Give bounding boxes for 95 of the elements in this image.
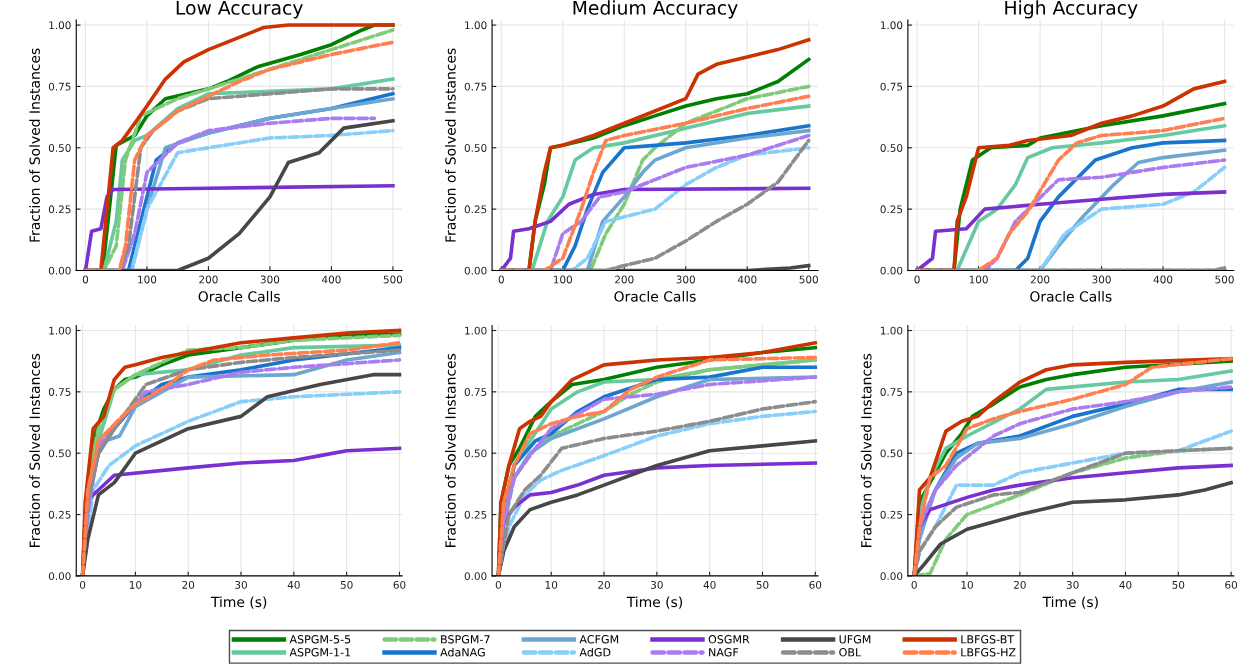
y-axis-title: Fraction of Solved Instances xyxy=(445,48,456,242)
y-tick-label: 0.00 xyxy=(464,572,487,581)
y-tick-label: 0.00 xyxy=(880,572,903,581)
x-tick-label: 20 xyxy=(1013,580,1026,589)
y-axis-title: Fraction of Solved Instances xyxy=(860,353,872,547)
y-axis-title: Fraction of Solved Instances xyxy=(29,353,40,547)
x-tick-label: 10 xyxy=(129,580,142,589)
legend-label: NAGF xyxy=(709,648,739,657)
y-tick-label: 0.00 xyxy=(880,266,903,275)
x-tick-label: 500 xyxy=(383,275,403,284)
legend-label: ASPGM-5-5 xyxy=(289,635,351,644)
x-tick-label: 300 xyxy=(1092,275,1111,284)
x-tick-label: 20 xyxy=(182,580,195,589)
legend-label: BSPGM-7 xyxy=(441,635,490,644)
y-tick-label: 0.25 xyxy=(880,205,903,214)
x-tick-label: 60 xyxy=(1225,580,1238,589)
x-tick-label: 0 xyxy=(914,275,920,284)
y-axis-title: Fraction of Solved Instances xyxy=(29,48,40,242)
chart-title: Medium Accuracy xyxy=(573,0,738,19)
legend-label: LBFGS-HZ xyxy=(961,648,1016,657)
x-tick-label: 50 xyxy=(1172,580,1185,589)
y-tick-label: 0.50 xyxy=(880,449,903,458)
legend-label: ASPGM-1-1 xyxy=(289,648,351,657)
x-tick-label: 500 xyxy=(1215,275,1234,284)
y-tick-label: 0.25 xyxy=(464,510,487,519)
x-tick-label: 30 xyxy=(651,580,663,589)
x-tick-label: 300 xyxy=(676,275,695,284)
x-tick-label: 0 xyxy=(911,580,917,589)
x-tick-label: 200 xyxy=(1030,275,1050,284)
x-axis-title: Time (s) xyxy=(210,596,267,609)
legend-label: OBL xyxy=(839,648,862,657)
x-axis-title: Oracle Calls xyxy=(614,290,696,302)
x-tick-label: 0 xyxy=(498,275,504,284)
legend-label: LBFGS-BT xyxy=(961,635,1015,644)
legend-label: ACFGM xyxy=(579,635,619,644)
y-tick-label: 1.00 xyxy=(465,21,487,30)
y-tick-label: 0.75 xyxy=(48,82,71,91)
x-tick-label: 200 xyxy=(615,275,634,284)
x-tick-label: 100 xyxy=(138,275,157,284)
x-tick-label: 50 xyxy=(340,580,353,589)
y-tick-label: 0.50 xyxy=(48,449,71,458)
x-tick-label: 40 xyxy=(703,580,716,589)
y-tick-label: 0.25 xyxy=(48,510,71,519)
x-axis-title: Time (s) xyxy=(1042,596,1098,609)
x-tick-label: 60 xyxy=(393,580,406,589)
x-tick-label: 0 xyxy=(495,580,502,589)
x-axis-title: Oracle Calls xyxy=(1030,290,1112,302)
y-tick-label: 1.00 xyxy=(49,326,71,335)
y-tick-label: 0.25 xyxy=(48,205,71,214)
y-tick-label: 0.75 xyxy=(464,388,487,396)
x-tick-label: 0 xyxy=(79,580,86,589)
x-axis-title: Time (s) xyxy=(626,596,683,609)
x-tick-label: 20 xyxy=(598,580,610,589)
legend-label: AdaNAG xyxy=(440,647,485,657)
x-tick-label: 30 xyxy=(1066,580,1079,589)
y-tick-label: 0.50 xyxy=(464,449,487,458)
y-tick-label: 1.00 xyxy=(880,21,903,30)
x-tick-label: 500 xyxy=(799,275,818,284)
x-tick-label: 40 xyxy=(1119,580,1132,589)
x-tick-label: 400 xyxy=(737,275,757,284)
y-tick-label: 0.00 xyxy=(48,572,71,581)
x-tick-label: 400 xyxy=(1153,275,1173,284)
x-tick-label: 0 xyxy=(82,275,89,284)
x-tick-label: 10 xyxy=(961,580,973,589)
y-axis-title: Fraction of Solved Instances xyxy=(445,353,456,547)
y-tick-label: 0.50 xyxy=(48,144,71,152)
y-tick-label: 0.75 xyxy=(880,388,903,396)
x-tick-label: 30 xyxy=(235,580,247,589)
x-tick-label: 100 xyxy=(969,275,988,284)
x-tick-label: 100 xyxy=(553,275,573,284)
y-tick-label: 1.00 xyxy=(49,21,71,30)
y-tick-label: 1.00 xyxy=(465,326,487,335)
x-tick-label: 200 xyxy=(199,275,218,284)
y-tick-label: 0.25 xyxy=(464,205,487,214)
chart-title: Low Accuracy xyxy=(176,0,303,19)
legend-label: AdGD xyxy=(579,647,611,657)
y-tick-label: 1.00 xyxy=(880,326,903,335)
x-tick-label: 50 xyxy=(756,580,769,589)
y-tick-label: 0.25 xyxy=(880,510,903,519)
legend-label: UFGM xyxy=(839,635,871,644)
x-tick-label: 400 xyxy=(321,275,341,284)
y-tick-label: 0.50 xyxy=(464,144,487,152)
y-tick-label: 0.75 xyxy=(48,388,71,396)
x-tick-label: 300 xyxy=(260,275,280,284)
legend-label: OSGMR xyxy=(708,635,750,644)
y-tick-label: 0.50 xyxy=(880,144,903,152)
y-tick-label: 0.75 xyxy=(464,82,487,91)
chart-title: High Accuracy xyxy=(1005,0,1138,19)
x-axis-title: Oracle Calls xyxy=(198,290,280,302)
x-tick-label: 60 xyxy=(809,580,822,589)
x-tick-label: 10 xyxy=(545,580,558,589)
y-tick-label: 0.75 xyxy=(880,82,903,91)
x-tick-label: 40 xyxy=(287,580,300,589)
y-tick-label: 0.00 xyxy=(464,266,487,275)
y-tick-label: 0.00 xyxy=(48,266,71,275)
